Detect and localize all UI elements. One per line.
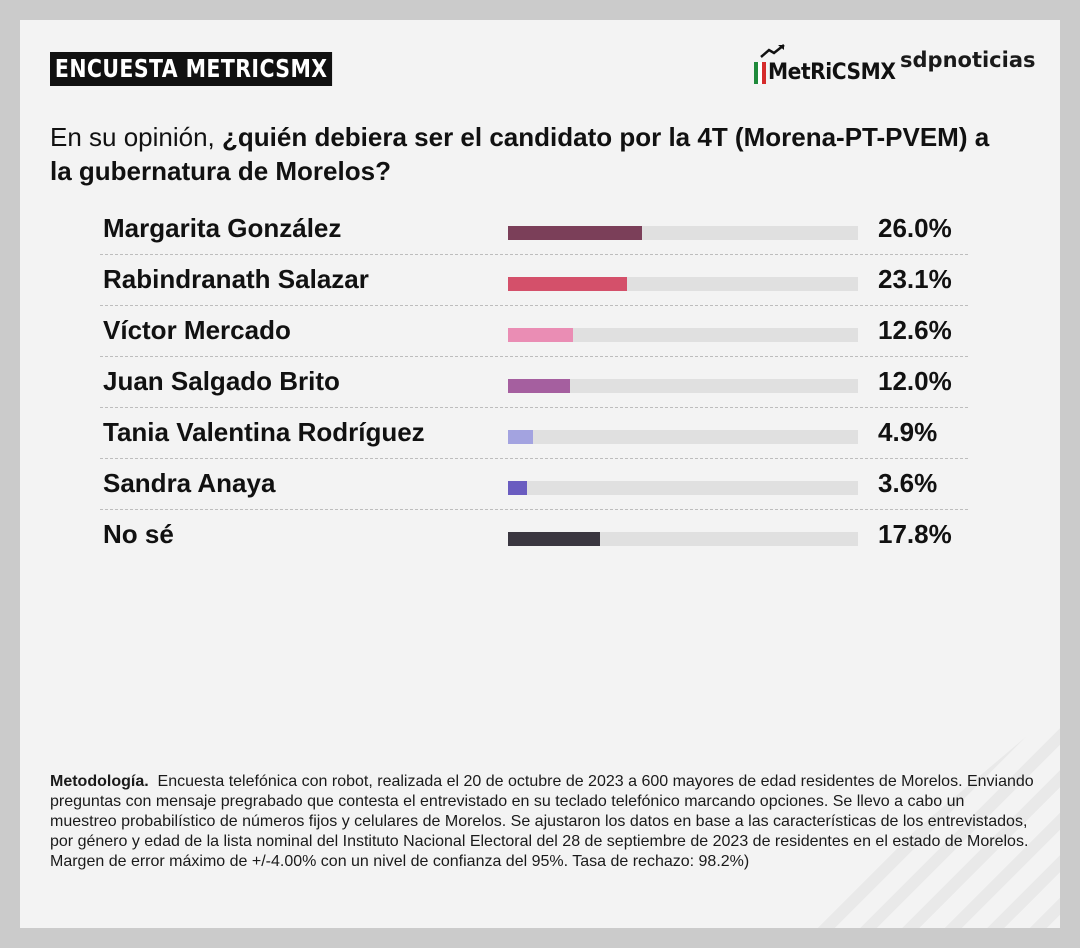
bar [508,430,534,444]
chart-row: Víctor Mercado 12.6% [100,306,968,357]
chart-row: Rabindranath Salazar 23.1% [100,255,968,306]
metricsmx-logo-text: MetRiCSMX [768,60,896,85]
survey-tag: ENCUESTA METRICSMX [50,52,333,86]
chart-row: No sé 17.8% [100,510,968,560]
category-label: Margarita González [103,213,342,243]
value-label: 17.8% [878,519,952,549]
bar-chart: Margarita González 26.0% Rabindranath Sala… [100,204,968,560]
sdpnoticias-logo: sdpnoticias [900,48,1036,72]
category-label: Tania Valentina Rodríguez [103,417,425,447]
mexico-flag-icon [754,62,766,84]
bar [508,226,642,240]
bar [508,532,600,546]
bar-track [508,277,858,291]
category-label: No sé [103,519,174,549]
methodology-note: Metodología. Encuesta telefónica con rob… [50,772,1035,872]
value-label: 23.1% [878,264,952,294]
question-lead: En su opinión, [50,122,223,152]
methodology-label: Metodología. [50,773,149,790]
value-label: 4.9% [878,417,938,447]
methodology-text: Encuesta telefónica con robot, realizada… [50,773,1034,870]
value-label: 26.0% [878,213,952,243]
bar-track [508,430,858,444]
chart-row: Sandra Anaya 3.6% [100,459,968,510]
value-label: 12.6% [878,315,952,345]
bar [508,328,573,342]
value-label: 3.6% [878,468,938,498]
poll-question: En su opinión, ¿quién debiera ser el can… [50,120,1010,188]
category-label: Víctor Mercado [103,315,291,345]
bar-track [508,379,858,393]
metricsmx-logo: MetRiCSMX [754,44,907,84]
question-bold: ¿quién debiera ser el candidato por la 4… [50,122,990,186]
bar-track [508,481,858,495]
bar-track [508,328,858,342]
trend-arrow-icon [760,44,785,58]
bar-track [508,226,858,240]
value-label: 12.0% [878,366,952,396]
bar [508,379,570,393]
category-label: Rabindranath Salazar [103,264,369,294]
chart-row: Juan Salgado Brito 12.0% [100,357,968,408]
category-label: Juan Salgado Brito [103,366,340,396]
bar [508,277,627,291]
chart-row: Margarita González 26.0% [100,204,968,255]
category-label: Sandra Anaya [103,468,276,498]
bar-track [508,532,858,546]
chart-row: Tania Valentina Rodríguez 4.9% [100,408,968,459]
poll-card: ENCUESTA METRICSMX MetRiCSMX sdpnoticias… [20,20,1060,928]
bar [508,481,527,495]
